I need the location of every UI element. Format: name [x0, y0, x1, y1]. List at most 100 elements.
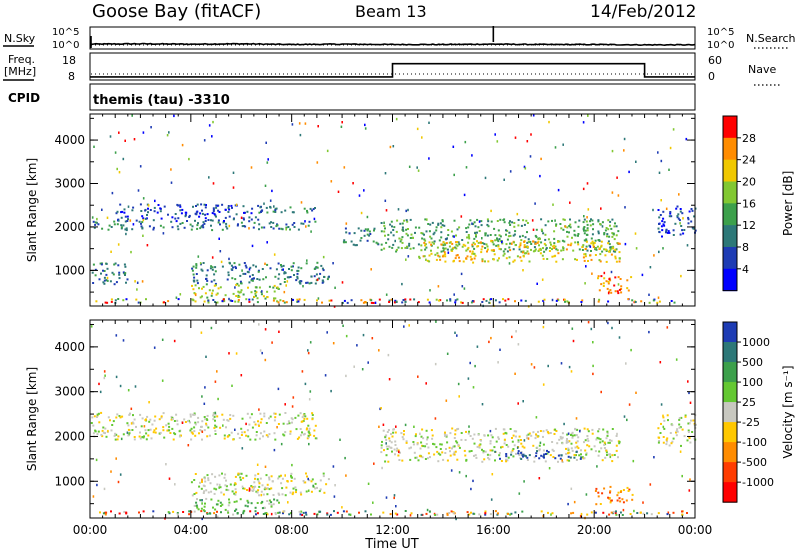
- data-cell: [547, 364, 549, 368]
- data-cell: [491, 240, 494, 242]
- data-cell: [258, 286, 261, 289]
- data-cell: [150, 437, 153, 440]
- data-cell: [456, 458, 459, 461]
- data-cell: [395, 117, 398, 121]
- data-cell: [255, 291, 258, 294]
- data-cell: [178, 435, 181, 438]
- data-cell: [439, 222, 442, 225]
- data-cell: [141, 221, 144, 224]
- data-cell: [163, 205, 166, 208]
- data-cell: [326, 149, 329, 153]
- data-cell: [694, 423, 697, 426]
- data-cell: [271, 189, 273, 193]
- date-title: 14/Feb/2012: [590, 2, 696, 22]
- data-cell: [659, 432, 662, 434]
- data-cell: [513, 233, 516, 236]
- data-cell: [104, 301, 107, 304]
- data-cell: [384, 234, 386, 237]
- data-cell: [167, 511, 170, 514]
- data-cell: [100, 433, 103, 436]
- colorbar-tick-label: -1000: [742, 476, 774, 489]
- data-cell: [548, 250, 551, 252]
- data-cell: [275, 268, 278, 271]
- data-cell: [512, 260, 515, 263]
- data-cell: [228, 498, 230, 501]
- data-cell: [563, 240, 566, 243]
- data-cell: [409, 247, 412, 250]
- data-cell: [680, 274, 682, 278]
- data-cell: [200, 331, 203, 334]
- data-cell: [497, 240, 500, 243]
- data-cell: [240, 427, 243, 430]
- data-cell: [402, 433, 405, 436]
- data-cell: [221, 472, 223, 475]
- data-cell: [609, 224, 611, 227]
- data-cell: [617, 283, 620, 286]
- data-cell: [624, 206, 626, 209]
- data-cell: [687, 431, 690, 433]
- data-cell: [165, 424, 168, 427]
- data-cell: [332, 262, 334, 265]
- data-cell: [444, 260, 447, 263]
- data-cell: [162, 429, 165, 432]
- data-cell: [233, 492, 236, 495]
- data-cell: [680, 444, 682, 447]
- data-cell: [659, 361, 662, 364]
- x-tick-label: 20:00: [577, 523, 612, 537]
- data-cell: [192, 299, 195, 302]
- data-cell: [306, 259, 308, 262]
- data-cell: [624, 242, 627, 246]
- data-cell: [209, 482, 212, 485]
- data-cell: [396, 219, 399, 222]
- data-cell: [240, 289, 243, 292]
- data-cell: [395, 250, 398, 253]
- data-cell: [259, 432, 262, 435]
- data-cell: [672, 234, 675, 236]
- data-cell: [520, 442, 523, 445]
- colorbar-swatch: [723, 422, 737, 443]
- data-cell: [258, 228, 260, 231]
- data-cell: [106, 301, 109, 304]
- data-cell: [421, 136, 423, 139]
- data-cell: [114, 432, 117, 435]
- data-cell: [465, 249, 468, 252]
- data-cell: [522, 400, 524, 403]
- data-cell: [461, 301, 464, 304]
- data-cell: [284, 431, 287, 434]
- data-cell: [261, 507, 264, 510]
- data-cell: [428, 157, 430, 160]
- data-cell: [307, 477, 309, 481]
- data-cell: [405, 209, 407, 213]
- data-cell: [495, 244, 498, 247]
- data-cell: [636, 512, 639, 514]
- data-cell: [523, 446, 526, 449]
- data-cell: [220, 260, 223, 264]
- data-cell: [221, 503, 224, 506]
- data-cell: [257, 489, 260, 492]
- data-cell: [641, 273, 644, 277]
- data-cell: [214, 282, 217, 285]
- data-cell: [681, 428, 684, 431]
- data-cell: [305, 490, 308, 493]
- data-cell: [398, 450, 400, 454]
- data-cell: [190, 438, 193, 441]
- data-cell: [445, 435, 448, 438]
- data-cell: [279, 299, 282, 302]
- data-cell: [111, 271, 114, 274]
- data-cell: [101, 227, 104, 230]
- data-cell: [239, 291, 242, 294]
- data-cell: [486, 250, 488, 253]
- data-cell: [546, 430, 549, 433]
- data-cell: [569, 244, 572, 247]
- data-cell: [487, 456, 490, 459]
- data-cell: [608, 290, 611, 293]
- data-cell: [450, 469, 453, 472]
- data-cell: [132, 414, 134, 417]
- data-cell: [203, 485, 206, 488]
- data-cell: [466, 511, 469, 514]
- data-cell: [292, 298, 294, 301]
- data-cell: [217, 499, 220, 502]
- data-cell: [631, 498, 634, 501]
- data-cell: [600, 244, 603, 247]
- data-cell: [157, 204, 160, 206]
